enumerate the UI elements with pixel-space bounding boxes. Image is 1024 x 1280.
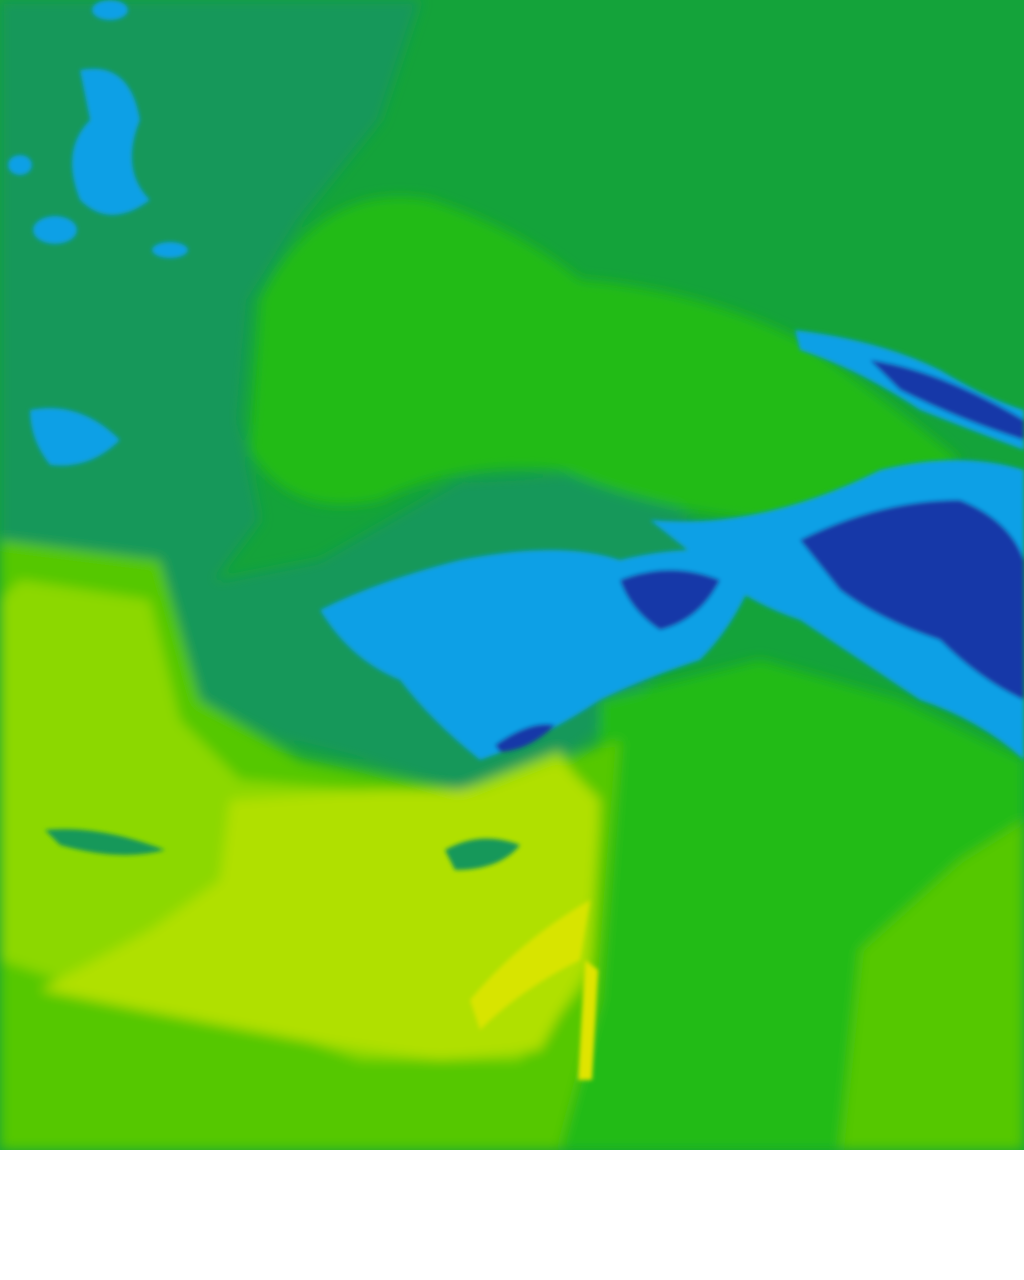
blue-patch-west [30,408,120,466]
field-map [0,0,1024,1150]
lake-west [45,829,165,855]
region-yellow-streak [470,900,590,1030]
blue-patch [152,242,188,258]
blue-patch [92,0,128,20]
blue-patch [33,216,77,244]
region-bright-green-center [250,197,960,520]
region-mid-green-east [840,820,1024,1150]
region-yellow-lime [40,760,600,1060]
blue-patch [8,155,32,175]
dark-blue-spot [495,724,555,752]
lake-center [445,838,520,870]
dark-blue-core-east [800,500,1024,700]
dark-blue-core-central [620,570,720,630]
region-yellow-rift [578,960,598,1080]
dark-blue-band-northeast [870,360,1024,440]
blue-patch-northwest [72,68,150,215]
